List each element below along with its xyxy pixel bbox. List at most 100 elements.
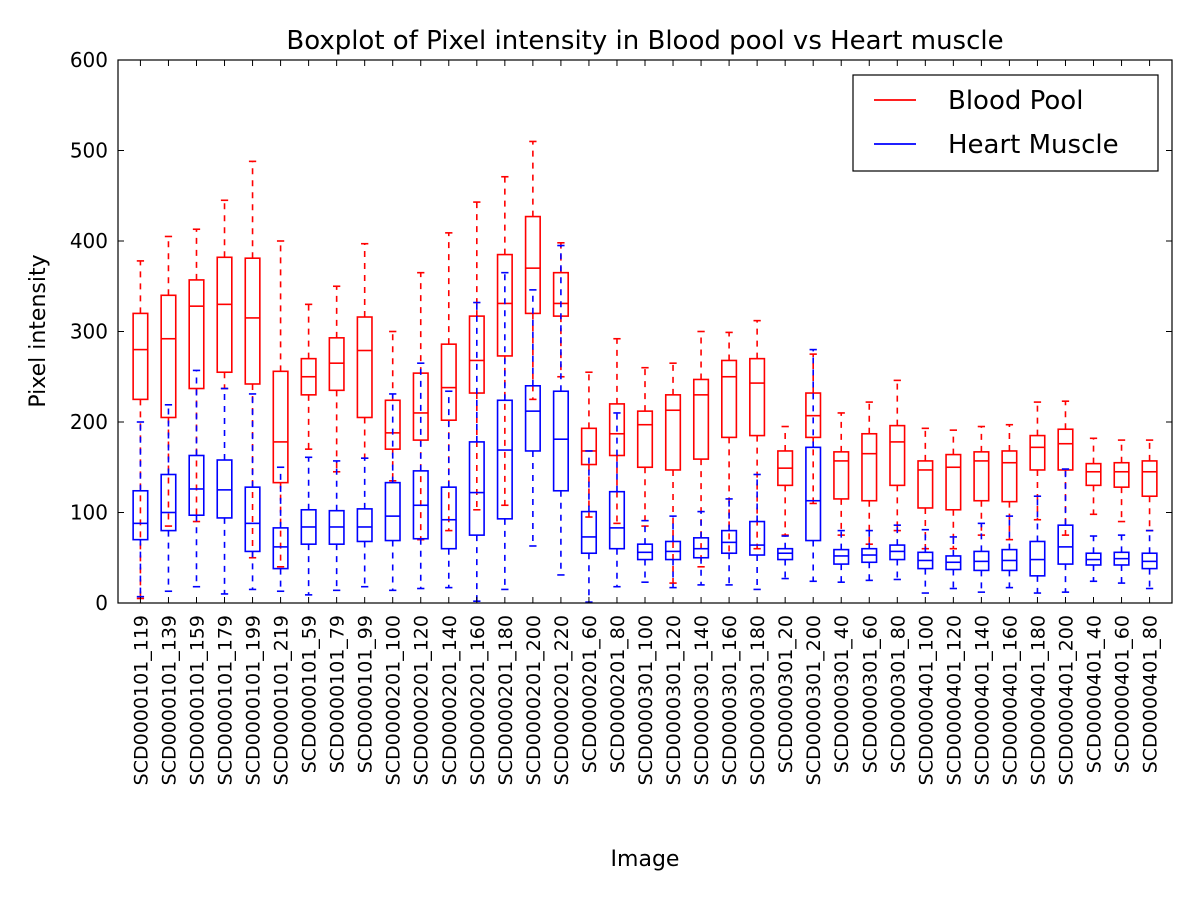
box: [917, 460, 934, 509]
box: [608, 490, 626, 550]
legend-label: Blood Pool: [948, 86, 1083, 116]
y-tick-label: 0: [95, 591, 108, 615]
x-tick-label: SCD0000301_60: [859, 615, 881, 773]
box: [384, 399, 401, 450]
box: [216, 256, 233, 374]
x-tick-label: SCD0000401_120: [943, 615, 965, 785]
legend-label: Heart Muscle: [948, 130, 1119, 160]
y-tick-label: 600: [70, 48, 108, 72]
x-tick-label: SCD0000401_160: [999, 615, 1021, 785]
box: [440, 486, 457, 550]
series-blood-pool: [132, 140, 1158, 600]
x-tick-label: SCD0000201_60: [579, 615, 601, 773]
box: [496, 399, 513, 520]
box: [664, 540, 682, 561]
x-tick-label: SCD0000301_40: [831, 615, 853, 773]
box: [636, 410, 654, 469]
y-tick-label: 400: [70, 229, 108, 253]
x-tick-label: SCD0000201_140: [439, 615, 461, 785]
y-axis-label: Pixel intensity: [26, 254, 51, 407]
y-tick-label: 500: [70, 139, 108, 163]
box: [889, 544, 906, 561]
x-tick-label: SCD0000101_199: [243, 615, 265, 785]
box: [1029, 434, 1046, 471]
x-tick-label: SCD0000401_40: [1084, 615, 1106, 773]
box: [833, 451, 850, 500]
axes: 0 100 200 300 400 500 600 SCD0000101_119 SCD0000…: [70, 48, 1172, 785]
box: [889, 424, 906, 487]
x-tick-label: SCD0000101_59: [299, 615, 321, 773]
y-tick-label: 300: [70, 320, 108, 344]
box: [356, 316, 373, 419]
x-tick-label: SCD0000201_220: [551, 615, 573, 785]
x-tick-label: SCD0000201_160: [467, 615, 489, 785]
x-tick-label: SCD0000301_180: [747, 615, 769, 785]
box: [244, 486, 261, 553]
x-tick-label: SCD0000201_80: [607, 615, 629, 773]
box: [328, 337, 345, 392]
x-tick-label: SCD0000301_160: [719, 615, 741, 785]
x-tick-label: SCD0000101_119: [130, 615, 152, 785]
box: [1085, 462, 1102, 487]
box: [356, 508, 373, 543]
x-tick-label: SCD0000101_179: [215, 615, 237, 785]
y-tick-label: 100: [70, 501, 108, 525]
box: [777, 547, 794, 561]
box: [160, 294, 177, 419]
box: [580, 427, 598, 466]
box: [1057, 524, 1074, 565]
box: [1001, 450, 1018, 503]
series-heart-muscle: [132, 244, 1158, 603]
box: [272, 527, 289, 570]
x-tick-label: SCD0000101_159: [186, 615, 208, 785]
box: [160, 473, 177, 532]
box: [216, 459, 233, 519]
legend: Blood Pool Heart Muscle: [852, 74, 1159, 172]
box: [692, 537, 710, 559]
box: [188, 279, 205, 390]
box: [805, 446, 822, 542]
box: [440, 343, 457, 421]
box: [692, 378, 710, 460]
box: [1029, 540, 1046, 577]
x-tick-label: SCD0000301_200: [803, 615, 825, 785]
box: [384, 481, 401, 542]
box: [1113, 461, 1130, 488]
box: [580, 510, 598, 555]
box: [749, 357, 766, 437]
x-tick-label: SCD0000301_100: [635, 615, 657, 785]
x-tick-label: SCD0000301_80: [887, 615, 909, 773]
x-tick-label: SCD0000201_200: [523, 615, 545, 785]
box: [833, 548, 850, 565]
box: [945, 453, 962, 511]
box: [1057, 428, 1074, 471]
x-tick-label: SCD0000201_180: [495, 615, 517, 785]
y-tick-label: 200: [70, 410, 108, 434]
x-tick-label: SCD0000201_120: [411, 615, 433, 785]
plot-area: [132, 140, 1158, 603]
box: [188, 454, 205, 517]
box: [244, 257, 261, 385]
x-tick-label: SCD0000301_120: [663, 615, 685, 785]
x-tick-label: SCD0000101_99: [355, 615, 377, 773]
box: [861, 432, 878, 502]
x-tick-label: SCD0000401_180: [1027, 615, 1049, 785]
box: [552, 390, 569, 492]
x-tick-label: SCD0000301_20: [775, 615, 797, 773]
box: [664, 394, 682, 471]
x-axis-label: Image: [611, 847, 680, 872]
x-tick-label: SCD0000401_100: [915, 615, 937, 785]
box: [973, 451, 990, 502]
x-tick-label: SCD0000101_219: [271, 615, 293, 785]
x-tick-label: SCD0000301_140: [691, 615, 713, 785]
x-tick-label: SCD0000101_139: [158, 615, 180, 785]
box: [132, 312, 149, 401]
box: [272, 370, 289, 484]
x-tick-label: SCD0000401_200: [1055, 615, 1077, 785]
box: [468, 441, 485, 536]
x-tick-label: SCD0000401_80: [1140, 615, 1162, 773]
box: [749, 520, 766, 556]
legend-box: [852, 74, 1159, 172]
box: [721, 359, 738, 439]
